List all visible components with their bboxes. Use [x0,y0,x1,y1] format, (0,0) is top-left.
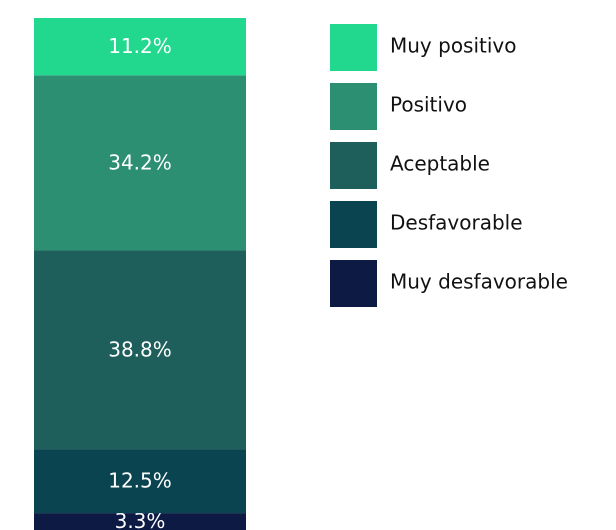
bar-segment [34,250,246,450]
legend-label: Aceptable [390,152,490,176]
legend-swatch [330,260,377,307]
legend-label: Muy positivo [390,34,517,58]
bar-segment [34,449,246,514]
value-label: 34.2% [108,150,172,174]
legend-label: Positivo [390,93,467,117]
legend-swatch [330,201,377,248]
value-label: 12.5% [108,469,172,493]
value-label: 38.8% [108,337,172,361]
bar-segment [34,18,246,76]
legend-label: Muy desfavorable [390,270,568,294]
bar-segment [34,513,246,530]
value-label: 11.2% [108,34,172,58]
legend-swatch [330,142,377,189]
legend-label: Desfavorable [390,211,523,235]
legend-swatch [330,24,377,71]
value-label: 3.3% [115,509,166,530]
legend-swatch [330,83,377,130]
bar-segment [34,75,246,251]
